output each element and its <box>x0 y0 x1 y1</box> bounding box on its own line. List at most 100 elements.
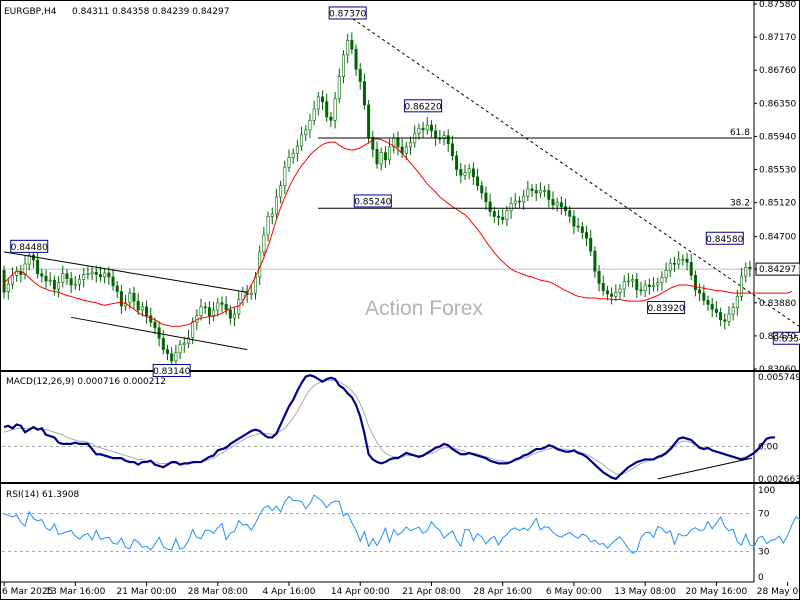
annotation-box <box>353 194 392 208</box>
candle-body <box>417 128 421 134</box>
candle-body <box>698 289 702 294</box>
fib-level-label: 61.8 <box>730 128 750 138</box>
candle-body <box>509 203 513 212</box>
candle <box>484 186 488 210</box>
candle <box>501 209 505 225</box>
candle-body <box>48 279 52 282</box>
candle <box>19 264 23 283</box>
candle-body <box>618 288 622 293</box>
candle-body <box>291 153 295 158</box>
candle-body <box>702 292 706 301</box>
candle <box>580 222 584 239</box>
macd-main-line <box>3 374 776 481</box>
candle-body <box>287 157 291 168</box>
candle <box>459 163 463 184</box>
candle-body <box>589 237 593 252</box>
candle-body <box>710 304 714 310</box>
candle-body <box>115 285 119 292</box>
candle <box>706 295 710 311</box>
candle-body <box>10 275 14 285</box>
candle <box>626 272 630 287</box>
candle <box>497 209 501 226</box>
candle-body <box>224 304 228 311</box>
candle-body <box>555 202 559 206</box>
candle <box>505 205 509 227</box>
candle <box>304 125 308 142</box>
annotation-label: 0.86220 <box>404 102 441 112</box>
candle <box>404 142 408 160</box>
price-tick-label: 0.85530 <box>759 166 796 176</box>
candle-body <box>744 266 748 277</box>
candle <box>668 258 672 277</box>
candle-body <box>86 273 90 276</box>
candle <box>396 131 400 156</box>
candle <box>337 68 341 104</box>
candle <box>455 150 459 177</box>
candle <box>6 277 10 300</box>
candle-body <box>69 278 73 286</box>
annotation-box <box>705 231 744 245</box>
candle-body <box>706 300 710 305</box>
candle <box>350 32 354 55</box>
time-tick-label: 13 Mar 16:00 <box>45 587 105 597</box>
candle <box>689 254 693 281</box>
candle-body <box>220 302 224 305</box>
macd-tick-label: 0.005749 <box>758 373 800 383</box>
candle <box>727 306 731 327</box>
candle-body <box>735 296 739 308</box>
candle-body <box>94 271 98 275</box>
candle-body <box>409 142 413 148</box>
candle <box>111 268 115 291</box>
candle <box>652 276 656 292</box>
candle-body <box>740 275 744 297</box>
candle-body <box>228 309 232 319</box>
candle-body <box>689 262 693 276</box>
candle <box>119 285 123 315</box>
candle-body <box>425 124 429 131</box>
candle <box>212 301 216 322</box>
candle-body <box>396 137 400 148</box>
watermark: Action Forex <box>365 297 483 320</box>
candle <box>300 126 304 151</box>
candle-body <box>467 168 471 174</box>
candle <box>69 272 73 294</box>
candle-body <box>551 199 555 206</box>
candle <box>379 147 383 171</box>
candle-body <box>429 124 433 132</box>
candle <box>57 276 61 298</box>
candle <box>329 112 333 127</box>
channel-line <box>4 251 248 293</box>
candle-body <box>517 200 521 203</box>
candle <box>744 262 748 283</box>
candle <box>467 163 471 180</box>
candle-body <box>421 128 425 131</box>
candle-body <box>664 270 668 279</box>
candle <box>538 182 542 198</box>
time-tick-label: 13 May 08:00 <box>614 587 676 597</box>
annotation-label: 0.84580 <box>706 235 743 245</box>
candle-body <box>622 281 626 290</box>
candle <box>731 302 735 321</box>
price-tick-label: 0.85940 <box>759 132 796 142</box>
annotation-label: 0.83140 <box>153 367 190 377</box>
candle-body <box>463 172 467 176</box>
price-tick-label: 0.87170 <box>759 33 796 43</box>
candle <box>543 185 547 197</box>
candle <box>371 130 375 158</box>
candle <box>325 93 329 122</box>
annotation-label: 0.83920 <box>647 304 684 314</box>
candle <box>710 297 714 318</box>
candle <box>480 180 484 200</box>
candle-body <box>6 283 10 292</box>
candle <box>488 193 492 217</box>
candle <box>115 280 119 298</box>
candle-body <box>656 282 660 286</box>
price-tick-label: 0.83060 <box>759 365 796 375</box>
time-tick-label: 28 May 00:00 <box>757 587 800 597</box>
candle-body <box>73 283 77 286</box>
candle <box>714 301 718 318</box>
candle-body <box>27 254 31 265</box>
candle <box>312 100 316 126</box>
candle-body <box>166 349 170 354</box>
candle-body <box>178 344 182 354</box>
